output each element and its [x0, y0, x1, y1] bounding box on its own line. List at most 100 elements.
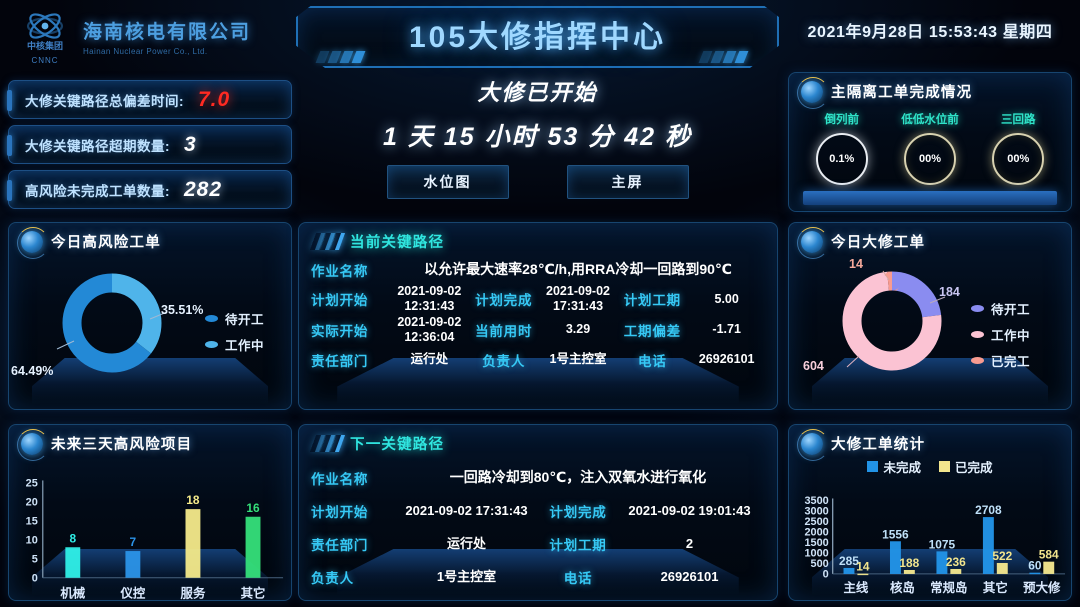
- dashboard-title-bar: 105大修指挥中心: [296, 6, 779, 68]
- outage-status: 大修已开始: [477, 80, 598, 105]
- svg-text:25: 25: [26, 477, 38, 489]
- gauge-value: 00%: [918, 153, 942, 165]
- row-key: 工期偏差: [623, 323, 681, 339]
- row-value: 3.29: [565, 322, 591, 337]
- panel-today-outage-workorder: 今日大修工单 184 14 604 待开工: [788, 222, 1072, 410]
- legend-item[interactable]: 未完成: [867, 457, 921, 476]
- row-value: 5.00: [714, 291, 739, 306]
- panel-title: 当前关键路径: [350, 235, 445, 251]
- kpi-label: 大修关键路径超期数量:: [25, 138, 170, 154]
- company-name-zh: 海南核电有限公司: [83, 21, 252, 43]
- legend-color-swatch: [867, 461, 879, 472]
- svg-text:16: 16: [246, 501, 260, 515]
- main-screen-button[interactable]: 主屏: [566, 165, 689, 199]
- legend-item[interactable]: 已完成: [939, 457, 993, 476]
- gauge-value: 0.1%: [829, 153, 855, 165]
- row-key: 责任部门: [311, 537, 369, 553]
- legend-color-swatch: [971, 331, 984, 338]
- current-path-table: 作业名称 以允许最大速率28℃/h,用RRA冷却一回路到90℃ 计划开始 202…: [299, 255, 777, 374]
- svg-text:3500: 3500: [804, 495, 828, 507]
- row-value: 1号主控室: [436, 568, 497, 584]
- water-level-chart-button[interactable]: 水位图: [386, 165, 509, 199]
- gauge-item: 低低水位前 00%: [901, 111, 959, 185]
- svg-text:1000: 1000: [804, 547, 828, 559]
- row-value: 运行处: [410, 351, 449, 366]
- row-key: 电话: [563, 570, 593, 586]
- panel-orb-icon: [797, 428, 829, 461]
- kpi-high-risk-unfinished: 高风险未完成工单数量: 282: [7, 170, 292, 209]
- table-row: 计划开始 2021-09-02 17:31:43 计划完成 2021-09-02…: [311, 494, 765, 527]
- table-row: 责任部门 运行处 负责人 1号主控室 电话 26926101: [311, 345, 765, 374]
- row-key: 负责人: [482, 353, 526, 369]
- row-key: 实际开始: [311, 323, 369, 339]
- row-key: 电话: [638, 353, 667, 369]
- legend-label: 已完成: [955, 461, 993, 475]
- gauge-item: 三回路 00%: [992, 111, 1045, 185]
- row-value: 2021-09-02 17:31:43: [546, 284, 610, 314]
- svg-text:5: 5: [32, 554, 38, 566]
- panel-orb-icon: [17, 428, 49, 461]
- kpi-list: 大修关键路径总偏差时间: 7.0 大修关键路径超期数量: 3 高风险未完成工单数…: [7, 80, 292, 215]
- legend-item[interactable]: 待开工: [971, 299, 1030, 318]
- row-value: 2021-09-02 17:31:43: [405, 502, 528, 518]
- svg-text:2500: 2500: [804, 516, 828, 528]
- today-work-donut-chart: 184 14 604 待开工 工作中 已完工: [789, 251, 1071, 401]
- isolation-base-bar: [803, 191, 1057, 205]
- page-title: 105大修指挥中心: [408, 21, 667, 54]
- donut-label-working: 35.51%: [161, 303, 204, 317]
- svg-text:核岛: 核岛: [890, 580, 915, 595]
- legend-item[interactable]: 工作中: [971, 325, 1030, 344]
- panel-today-high-risk-workorder: 今日高风险工单 35.51% 64.49% 待开工: [8, 222, 292, 410]
- svg-text:15: 15: [26, 516, 38, 528]
- company-logo: 中核集团 CNNC 海南核电有限公司 Hainan Nuclear Power …: [14, 4, 289, 68]
- svg-text:1500: 1500: [804, 537, 828, 549]
- legend-label: 工作中: [991, 329, 1031, 343]
- legend-item[interactable]: 工作中: [205, 335, 264, 354]
- table-row: 作业名称 一回路冷却到80℃，注入双氧水进行氧化: [311, 461, 765, 494]
- panel-title: 今日大修工单: [831, 235, 926, 251]
- donut-label-pending: 64.49%: [11, 364, 54, 378]
- svg-text:500: 500: [811, 558, 829, 570]
- svg-text:机械: 机械: [60, 586, 85, 601]
- legend-color-swatch: [205, 315, 218, 322]
- panel-current-critical-path: 当前关键路径 作业名称 以允许最大速率28℃/h,用RRA冷却一回路到90℃ 计…: [298, 222, 778, 410]
- panel-title: 未来三天高风险项目: [51, 437, 193, 453]
- legend-item[interactable]: 已完工: [971, 351, 1030, 370]
- kpi-value: 3: [184, 132, 197, 156]
- row-value: 2021-09-02 19:01:43: [628, 502, 751, 518]
- row-key: 作业名称: [311, 471, 369, 487]
- svg-text:236: 236: [946, 555, 966, 569]
- outage-countdown: 大修已开始 1 天 15 小时 53 分 42 秒 水位图 主屏: [296, 75, 779, 199]
- row-key: 责任部门: [311, 353, 369, 369]
- gauge-ring: 0.1%: [815, 133, 868, 185]
- table-row: 作业名称 以允许最大速率28℃/h,用RRA冷却一回路到90℃: [311, 255, 765, 284]
- row-key: 当前用时: [475, 323, 533, 339]
- panel-outage-workorder-statistics: 大修工单统计 未完成 已完成 0 500 1000 1500 2000 2500 3000 3…: [788, 424, 1072, 601]
- chevrons-right-icon: [309, 435, 346, 452]
- kpi-value: 7.0: [198, 87, 231, 111]
- panel-future-high-risk-projects: 未来三天高风险项目 0 5 10 15 20 25 8 机械 7 仪控 18 服务 16 其它: [8, 424, 292, 601]
- today-risk-legend: 待开工 工作中: [205, 309, 264, 354]
- work-stat-legend: 未完成 已完成: [789, 457, 1071, 476]
- kpi-total-deviation: 大修关键路径总偏差时间: 7.0: [7, 80, 292, 119]
- row-key: 计划开始: [311, 504, 369, 520]
- legend-label: 已完工: [991, 355, 1031, 369]
- svg-text:其它: 其它: [241, 586, 266, 601]
- logo-group-en: CNNC: [31, 56, 59, 65]
- row-key: 计划完成: [475, 293, 533, 309]
- row-value: 26926101: [698, 351, 755, 366]
- svg-text:2000: 2000: [804, 526, 828, 538]
- future-risk-bar-chart: 0 5 10 15 20 25 8 机械 7 仪控 18 服务 16 其它: [26, 477, 284, 601]
- svg-text:20: 20: [26, 496, 38, 508]
- panel-title: 主隔离工单完成情况: [831, 85, 973, 101]
- today-risk-donut-chart: 35.51% 64.49% 待开工 工作中: [9, 251, 291, 401]
- svg-text:主线: 主线: [844, 580, 869, 595]
- legend-color-swatch: [205, 341, 218, 348]
- donut-label-pending: 184: [939, 285, 960, 299]
- legend-item[interactable]: 待开工: [205, 309, 264, 328]
- svg-text:7: 7: [130, 535, 137, 549]
- row-value: 1号主控室: [549, 351, 607, 366]
- gauge-ring: 00%: [904, 133, 956, 185]
